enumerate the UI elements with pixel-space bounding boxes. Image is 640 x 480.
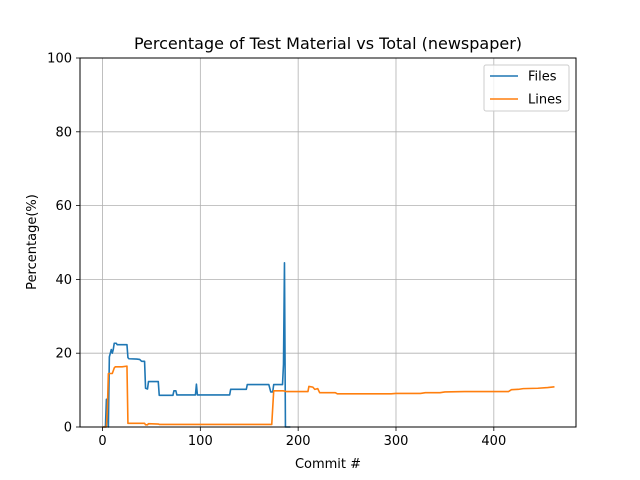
chart-title: Percentage of Test Material vs Total (ne… [134, 34, 522, 53]
plot-frame [79, 57, 577, 428]
x-axis-label: Commit # [295, 457, 361, 472]
legend-label-lines: Lines [528, 93, 562, 108]
x-tick-label: 100 [188, 434, 213, 449]
y-tick-label: 20 [55, 347, 72, 362]
y-tick-label: 80 [55, 125, 72, 140]
x-tick-label: 300 [384, 434, 409, 449]
y-tick-label: 100 [47, 52, 72, 67]
legend-label-files: Files [528, 70, 557, 85]
series-line-files [102, 261, 291, 428]
y-axis-label: Percentage(%) [25, 194, 40, 290]
y-tick-label: 60 [55, 199, 72, 214]
x-tick-label: 400 [481, 434, 506, 449]
plot-area [80, 58, 576, 427]
y-tick-label: 40 [55, 273, 72, 288]
ticks: 0 100 200 300 400 0 20 40 60 80 100 [47, 52, 506, 450]
x-tick-label: 0 [98, 434, 106, 449]
x-tick-label: 200 [286, 434, 311, 449]
series-line-lines [102, 365, 555, 428]
y-tick-label: 0 [64, 421, 72, 436]
series-group [102, 261, 555, 428]
legend: Files Lines [483, 64, 570, 112]
